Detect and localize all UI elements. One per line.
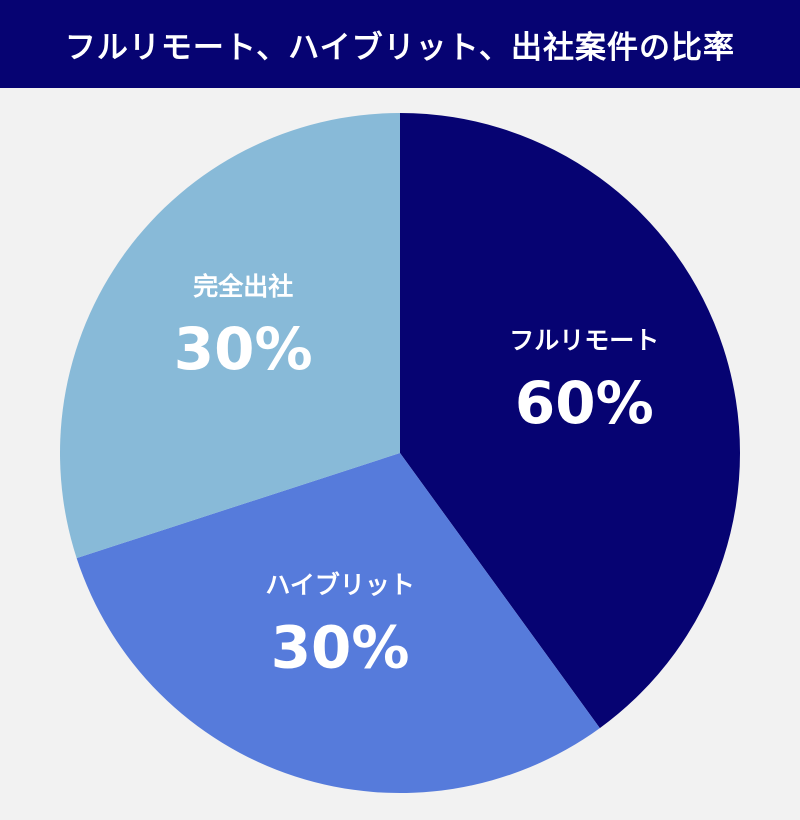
slice-2 xyxy=(76,453,600,793)
slice-3-value-label: 30% xyxy=(174,315,313,383)
slice-1 xyxy=(400,113,741,729)
pie-chart: フルリモート 60% ハイブリット 30% 完全出社 30% xyxy=(59,112,741,793)
slice-1-name-label: フルリモート xyxy=(509,326,659,355)
slice-2-value-label: 30% xyxy=(271,613,410,681)
slice-3 xyxy=(59,112,400,559)
slice-1-value-label: 60% xyxy=(515,369,654,437)
chart-area: フルリモート 60% ハイブリット 30% 完全出社 30% xyxy=(0,88,800,820)
title-banner: フルリモート、ハイブリット、出社案件の比率 xyxy=(0,0,800,88)
slice-2-name-label: ハイブリット xyxy=(265,570,415,599)
chart-title: フルリモート、ハイブリット、出社案件の比率 xyxy=(64,29,736,66)
slice-3-name-label: 完全出社 xyxy=(193,272,293,301)
